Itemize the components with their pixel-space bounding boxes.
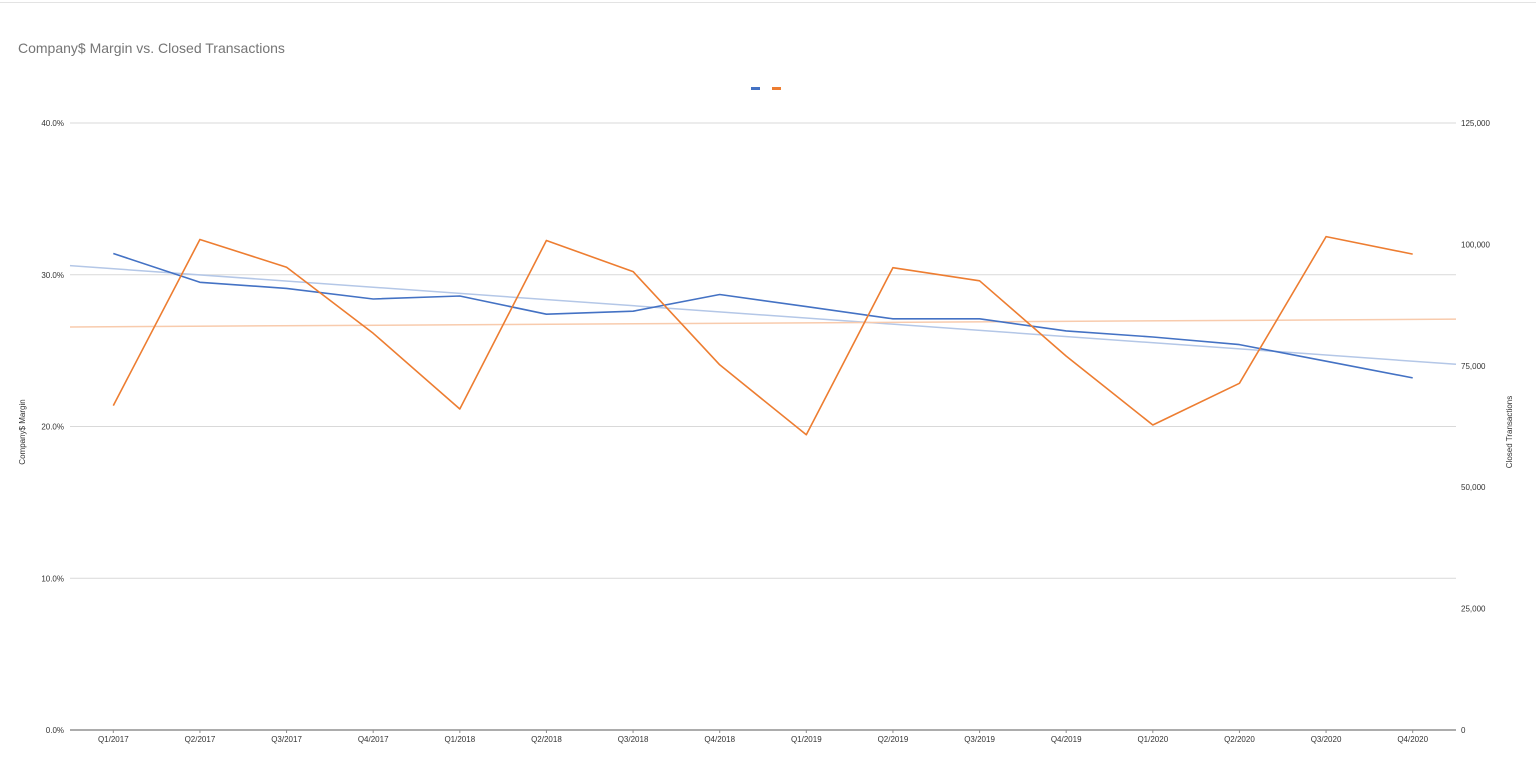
x-tick-label: Q4/2019 [1051, 735, 1082, 744]
chart-title: Company$ Margin vs. Closed Transactions [18, 40, 285, 56]
x-tick-label: Q1/2018 [444, 735, 475, 744]
x-tick-label: Q4/2017 [358, 735, 389, 744]
trendline [69, 318, 1457, 328]
x-tick-label: Q1/2020 [1137, 735, 1168, 744]
x-tick-label: Q3/2020 [1311, 735, 1342, 744]
x-tick-label: Q3/2017 [271, 735, 302, 744]
legend [751, 87, 781, 90]
x-tick-label: Q2/2020 [1224, 735, 1255, 744]
series-line-0 [113, 252, 1413, 379]
y2-tick-label: 0 [1461, 726, 1466, 735]
axes: 0.0% 10.0% 20.0% 30.0% 40.0% 0 25,000 50,000 75,… [41, 119, 1490, 744]
x-tick-label: Q2/2017 [185, 735, 216, 744]
x-tick-label: Q3/2019 [964, 735, 995, 744]
y2-tick-label: 75,000 [1461, 362, 1486, 371]
y2-axis-title: Closed Transactions [1505, 396, 1514, 468]
x-tick-label: Q2/2018 [531, 735, 562, 744]
series-lines [112, 235, 1413, 436]
y-tick-label: 40.0% [41, 119, 64, 128]
x-tick-label: Q4/2020 [1397, 735, 1428, 744]
y-axis-title: Company$ Margin [18, 399, 27, 464]
legend-swatch [772, 87, 781, 90]
y-tick-label: 30.0% [41, 271, 64, 280]
x-tick-label: Q1/2017 [98, 735, 129, 744]
x-tick-label: Q1/2019 [791, 735, 822, 744]
y-tick-label: 0.0% [46, 726, 64, 735]
y-tick-label: 10.0% [41, 574, 64, 583]
top-divider [0, 2, 1536, 3]
x-tick-label: Q3/2018 [618, 735, 649, 744]
legend-swatch [751, 87, 760, 90]
y2-tick-label: 50,000 [1461, 483, 1486, 492]
y2-tick-label: 25,000 [1461, 605, 1486, 614]
x-tick-label: Q2/2019 [878, 735, 909, 744]
y-tick-label: 20.0% [41, 423, 64, 432]
series-line-1 [112, 235, 1413, 436]
trendline [69, 264, 1457, 366]
y2-tick-label: 125,000 [1461, 119, 1490, 128]
trendlines [69, 264, 1457, 366]
grid-lines [70, 122, 1456, 579]
x-tick-label: Q4/2018 [704, 735, 735, 744]
y2-tick-label: 100,000 [1461, 240, 1490, 249]
